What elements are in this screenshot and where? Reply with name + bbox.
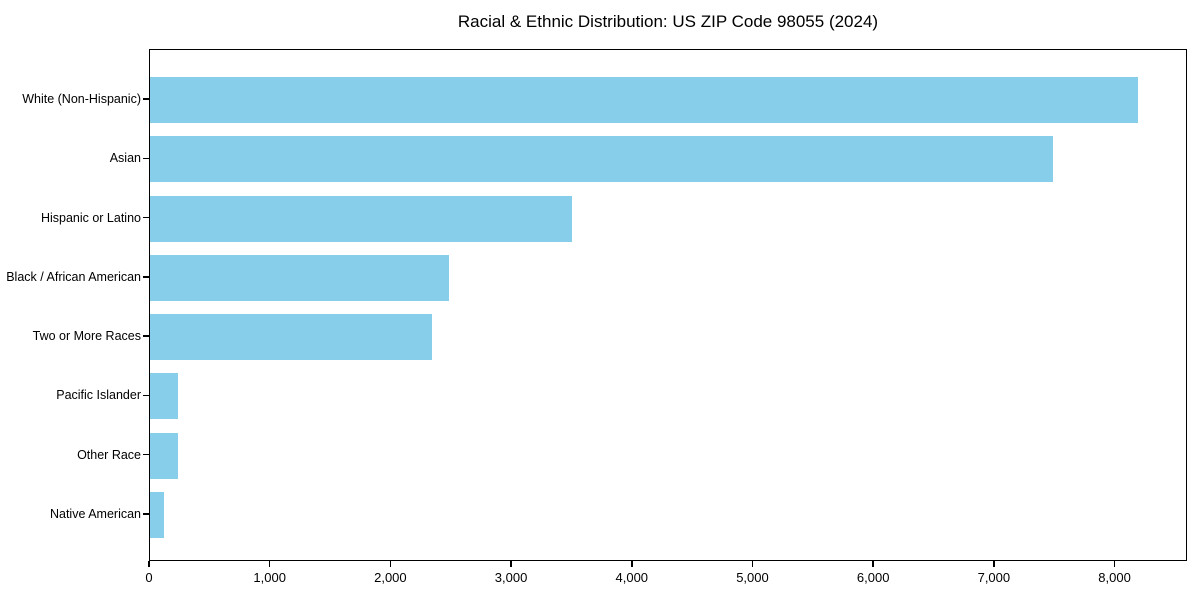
- bar-other-race: [150, 432, 178, 479]
- chart-title: Racial & Ethnic Distribution: US ZIP Cod…: [457, 12, 879, 31]
- x-tick-label: 8,000: [1098, 570, 1131, 585]
- y-tick-mark: [143, 216, 149, 219]
- y-tick-label: Native American: [49, 507, 141, 521]
- x-tick-mark: [268, 561, 271, 567]
- x-tick-mark: [631, 561, 633, 567]
- y-tick-label: Asian: [109, 151, 141, 166]
- y-tick-mark: [143, 513, 149, 515]
- bar-native-american: [150, 492, 164, 538]
- bar-asian: [150, 136, 1054, 183]
- bar-hispanic-or-latino: [150, 195, 572, 242]
- x-tick-mark: [510, 561, 512, 567]
- plot-area: [149, 49, 1187, 561]
- y-tick-label: Pacific Islander: [56, 388, 141, 403]
- y-tick-label: Two or More Races: [32, 329, 141, 344]
- bar-white-non-hispanic: [150, 77, 1138, 123]
- x-tick-mark: [1113, 561, 1116, 567]
- x-tick-label: 4,000: [615, 570, 649, 585]
- y-tick-label: White (Non-Hispanic): [22, 92, 141, 106]
- x-tick-mark: [872, 561, 874, 567]
- bar-pacific-islander: [150, 373, 178, 420]
- x-tick-label: 1,000: [253, 570, 286, 585]
- y-tick-mark: [143, 157, 149, 160]
- y-tick-label: Black / African American: [6, 269, 141, 284]
- y-tick-mark: [143, 276, 149, 278]
- y-tick-mark: [143, 98, 149, 100]
- x-tick-label: 7,000: [977, 570, 1011, 585]
- y-tick-mark: [143, 335, 149, 337]
- x-tick-mark: [389, 561, 392, 567]
- bar-black-african-american: [150, 254, 449, 301]
- y-tick-mark: [143, 394, 149, 397]
- x-tick-label: 0: [145, 570, 153, 585]
- x-tick-mark: [993, 561, 995, 567]
- y-tick-label: Other Race: [77, 447, 141, 462]
- x-tick-label: 3,000: [494, 570, 528, 585]
- bar-two-or-more-races: [150, 314, 432, 361]
- x-tick-label: 2,000: [374, 570, 407, 585]
- y-tick-mark: [143, 453, 149, 456]
- x-tick-label: 6,000: [856, 570, 890, 585]
- y-tick-label: Hispanic or Latino: [40, 210, 141, 225]
- x-tick-label: 5,000: [736, 570, 769, 585]
- x-tick-mark: [148, 561, 150, 567]
- x-tick-mark: [751, 561, 754, 567]
